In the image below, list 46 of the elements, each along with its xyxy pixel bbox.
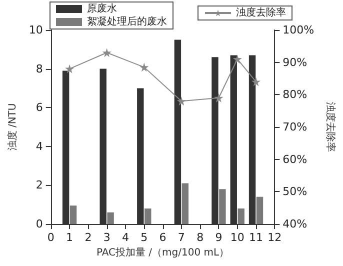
x-tick-label: 9 (215, 231, 222, 244)
x-tick-label: 0 (47, 231, 54, 244)
y-axis-title: 浊度 /NTU (6, 103, 18, 151)
x-tick-label: 7 (178, 231, 185, 244)
x-tick-label: 1 (66, 231, 74, 244)
legend-label: 絮凝处理后的废水 (87, 16, 167, 28)
x-tick-label: 8 (196, 231, 204, 244)
y-tick-label: 0 (36, 218, 43, 230)
y-tick-label: 6 (36, 101, 43, 114)
y2-tick-label: 70% (282, 120, 308, 134)
x-tick-label: 10 (230, 231, 244, 244)
x-tick-label: 5 (140, 231, 148, 244)
y2-tick-label: 40% (282, 218, 308, 230)
y2-tick-label: 60% (282, 152, 308, 166)
y2-tick-label: 90% (282, 56, 308, 69)
y-tick-label: 2 (36, 178, 43, 192)
legend-label: 浊度去除率 (236, 6, 286, 18)
x-tick-label: 6 (159, 231, 166, 244)
x-tick-label: 12 (268, 231, 282, 244)
y2-tick-label: 50% (282, 185, 308, 198)
point (102, 48, 112, 58)
point (65, 64, 74, 74)
point (176, 96, 186, 106)
x-tick-label: 2 (84, 231, 92, 244)
x-tick-label: 11 (249, 231, 264, 244)
bar (238, 208, 244, 224)
x-tick-label: 4 (122, 231, 129, 244)
y-tick-label: 4 (36, 140, 43, 153)
y2-tick-label: 100% (282, 24, 314, 36)
x-axis-title: PAC投加量 /（mg/100 mL） (96, 246, 230, 258)
y2-axis-title: 浊度去除率 (324, 102, 336, 152)
x-tick-label: 3 (103, 231, 110, 244)
y-tick-label: 10 (28, 24, 43, 36)
bar (256, 196, 264, 224)
legend-label: 原废水 (87, 2, 117, 14)
point (232, 54, 242, 64)
point (214, 93, 224, 102)
bar (107, 212, 114, 224)
point (140, 62, 149, 72)
bar (182, 183, 189, 224)
y2-tick-label: 80% (282, 88, 308, 102)
point (252, 77, 261, 86)
bar (144, 208, 152, 224)
bar (219, 189, 226, 224)
y-tick-label: 8 (36, 62, 43, 76)
bar (70, 206, 77, 224)
